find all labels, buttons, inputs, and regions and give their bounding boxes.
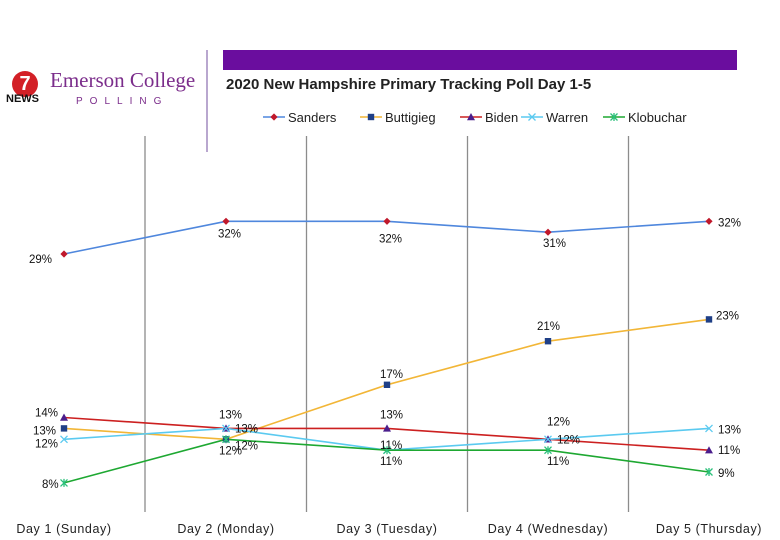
data-point-marker — [60, 413, 68, 421]
x-tick-label: Day 1 (Sunday) — [16, 522, 111, 536]
x-tick-label: Day 2 (Monday) — [177, 522, 274, 536]
data-point-marker — [544, 338, 552, 345]
chart-title: 2020 New Hampshire Primary Tracking Poll… — [226, 76, 592, 93]
data-label: 14% — [35, 408, 58, 420]
data-point-marker — [544, 435, 552, 444]
header-bar — [223, 50, 737, 70]
data-point-marker — [383, 446, 391, 455]
legend-label: Klobuchar — [628, 110, 687, 125]
data-point-marker — [270, 113, 278, 121]
data-label: 8% — [42, 479, 59, 491]
data-point-marker — [222, 424, 230, 433]
data-point-marker — [222, 435, 230, 444]
data-label: 32% — [379, 233, 402, 245]
legend-label: Sanders — [288, 110, 337, 125]
data-point-marker — [544, 228, 552, 236]
data-point-marker — [705, 424, 713, 433]
legend-label: Biden — [485, 110, 518, 125]
header-divider — [206, 50, 208, 152]
data-point-marker — [383, 217, 391, 225]
data-label: 13% — [235, 423, 258, 435]
data-label: 13% — [33, 425, 56, 437]
emerson-logo: 7 NEWS Emerson College POLLING — [6, 66, 206, 116]
logo-polling-text: POLLING — [76, 96, 169, 107]
data-label: 13% — [718, 424, 741, 436]
logo-college-text: Emerson College — [50, 68, 196, 92]
data-point-marker — [467, 113, 475, 121]
data-point-marker — [367, 113, 375, 121]
data-label: 11% — [718, 445, 740, 457]
legend-label: Warren — [546, 110, 588, 125]
x-tick-label: Day 4 (Wednesday) — [488, 522, 608, 536]
data-label: 12% — [235, 440, 258, 452]
data-point-marker — [705, 316, 713, 323]
data-label: 32% — [218, 228, 241, 240]
data-point-marker — [705, 446, 713, 454]
news-7-icon: 7 — [12, 71, 38, 97]
data-label: 31% — [543, 238, 566, 250]
legend-label: Buttigieg — [385, 110, 436, 125]
data-point-marker — [705, 217, 713, 225]
data-label: 13% — [219, 409, 242, 421]
data-label: 9% — [718, 468, 735, 480]
data-point-marker — [222, 217, 230, 225]
data-label: 17% — [380, 369, 403, 381]
data-point-marker — [60, 478, 68, 487]
data-label: 29% — [29, 254, 52, 266]
data-point-marker — [610, 113, 618, 121]
data-label: 12% — [557, 434, 580, 446]
data-label: 21% — [537, 321, 560, 333]
data-label: 11% — [380, 440, 402, 452]
data-label: 12% — [35, 438, 58, 450]
data-label: 13% — [380, 409, 403, 421]
news-label: NEWS — [6, 93, 39, 105]
data-label: 32% — [718, 217, 741, 229]
data-label: 23% — [716, 310, 739, 322]
data-label: 11% — [547, 456, 569, 468]
data-point-marker — [528, 113, 536, 121]
data-point-marker — [705, 468, 713, 476]
data-point-marker — [383, 381, 391, 388]
data-label: 12% — [219, 445, 242, 457]
data-point-marker — [60, 250, 68, 258]
data-point-marker — [60, 425, 68, 432]
data-label: 11% — [380, 456, 402, 468]
data-label: 12% — [547, 416, 570, 428]
x-tick-label: Day 5 (Thursday) — [656, 522, 762, 536]
data-point-marker — [383, 424, 391, 432]
data-point-marker — [60, 435, 68, 444]
data-point-marker — [544, 446, 552, 455]
x-tick-label: Day 3 (Tuesday) — [337, 522, 438, 536]
